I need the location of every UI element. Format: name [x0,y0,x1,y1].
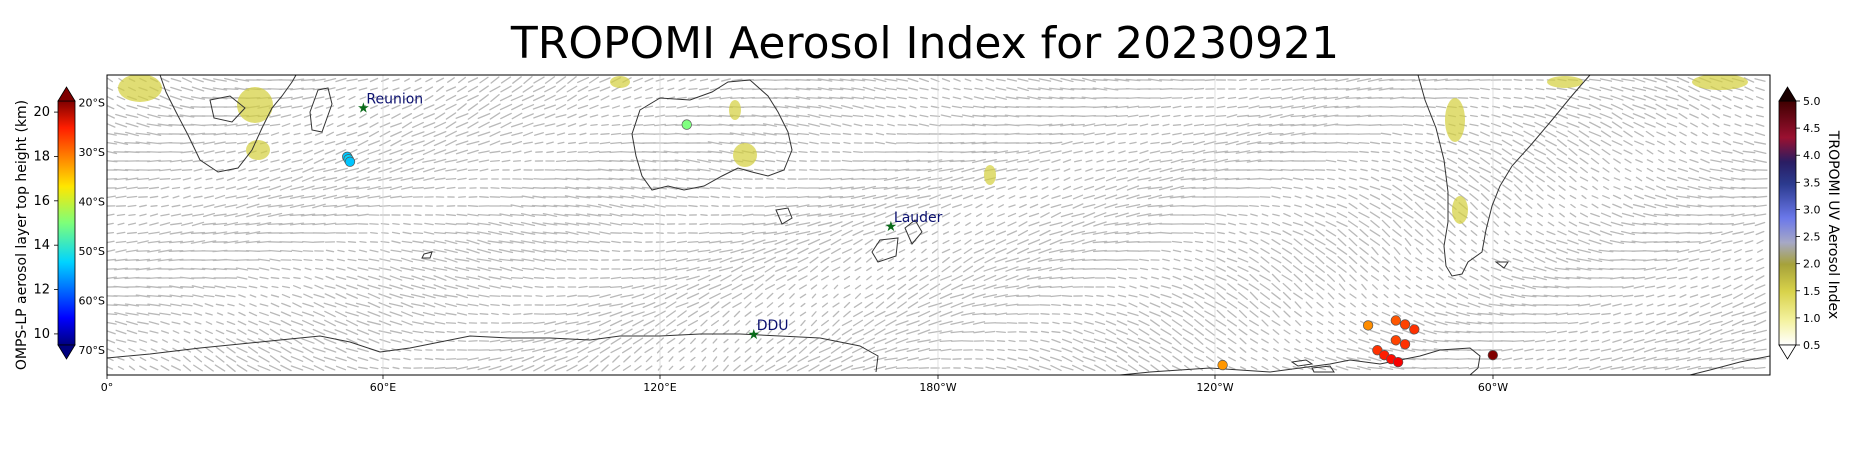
right-colorbar-tick: 4.5 [1803,122,1821,135]
right-colorbar-tick: 3.5 [1803,176,1821,189]
right-colorbar-tick: 4.0 [1803,149,1821,162]
latitude-label: 50°S [79,245,105,258]
right-colorbar-tick: 2.5 [1803,231,1821,244]
station-star-icon: ★ [885,219,898,235]
station-star-icon: ★ [357,101,370,117]
omps-point [681,119,692,130]
x-tick-label: 120°E [643,381,676,394]
right-colorbar-tick: 2.0 [1803,258,1821,271]
map-frame [106,74,1771,376]
right-colorbar-label: TROPOMI UV Aerosol Index [1825,130,1841,319]
left-colorbar: 20 18 16 14 12 10 OMPS-LP aerosol layer top h… [14,86,76,370]
omps-point [344,156,356,167]
omps-point [1217,359,1228,371]
latitude-labels: 20°S 30°S 40°S 50°S 60°S 70°S [79,96,105,357]
omps-point [1399,339,1411,350]
latitude-label: 40°S [79,195,105,208]
right-colorbar: 5.0 4.5 4.0 3.5 3.0 2.5 2.0 1.5 1.0 0.5 TROPOMI U… [1778,86,1841,360]
map-title: TROPOMI Aerosol Index for 20230921 [510,18,1340,69]
latitude-label: 20°S [79,96,105,109]
ai-colorbar-extend-max [1778,86,1797,102]
omps-point [1362,320,1374,331]
left-colorbar-tick: 18 [33,149,50,164]
latitude-label: 60°S [79,295,105,308]
x-tick-label: 60°E [370,381,396,394]
left-colorbar-tick: 10 [33,327,50,342]
omps-point [1392,356,1404,368]
left-colorbar-label: OMPS-LP aerosol layer top height (km) [14,100,30,370]
latitude-label: 70°S [79,344,105,357]
left-colorbar-tick: 20 [33,105,50,120]
omps-point [1487,350,1498,361]
x-tick-label: 0° [101,381,114,394]
right-colorbar-tick: 3.0 [1803,203,1821,216]
right-colorbar-tick: 5.0 [1803,95,1821,108]
colorbar-extend-min [57,344,76,360]
station-label: DDU [757,318,789,334]
x-axis-ticks: 0° 60°E 120°E 180°W 120°W 60°W [101,375,1508,394]
omps-point [1399,319,1411,330]
omps-point [1390,335,1401,346]
left-colorbar-tick: 16 [33,194,50,209]
omps-point [1409,324,1420,335]
station-star-icon: ★ [747,327,760,343]
x-tick-label: 180°W [919,381,956,394]
omps-points [342,119,1498,371]
station-markers: ★Reunion★Lauder★DDU [357,92,943,343]
colorbar-extend-max [57,86,76,102]
station-label: Reunion [366,92,423,108]
gridlines [382,75,1494,375]
right-colorbar-tick: 0.5 [1803,339,1821,352]
ai-colorbar-extend-min [1778,344,1797,360]
aerosol-index-patches [118,75,1748,224]
coastlines [107,75,1770,375]
x-tick-label: 60°W [1478,381,1508,394]
x-tick-label: 120°W [1196,381,1233,394]
latitude-label: 30°S [79,146,105,159]
omps-point [1390,315,1401,326]
left-colorbar-tick: 12 [33,283,50,298]
station-label: Lauder [894,210,943,226]
omps-point [1372,345,1383,356]
right-colorbar-tick: 1.5 [1803,285,1821,298]
left-colorbar-tick: 14 [33,238,50,253]
right-colorbar-tick: 1.0 [1803,312,1821,325]
